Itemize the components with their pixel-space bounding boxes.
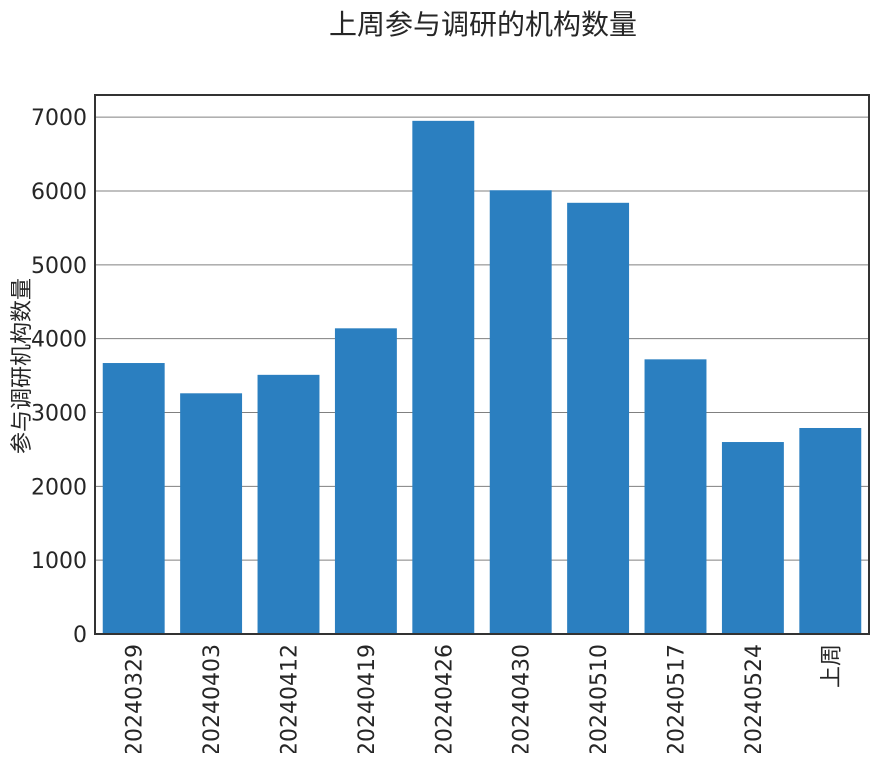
x-axis-ticks: 20240329 20240403 20240412 20240419 20240426… [123,644,845,756]
y-tick-label: 6000 [31,180,87,205]
y-tick-label: 7000 [31,106,87,131]
bar [334,328,397,634]
x-tick-label: 20240517 [665,644,690,753]
y-tick-label: 3000 [31,401,87,426]
plot-frame [94,94,870,635]
chart-title: 上周参与调研的机构数量 [329,8,637,41]
bar [412,120,475,634]
bar [567,202,630,635]
bars [102,120,862,635]
x-tick-label: 20240403 [200,644,225,753]
bar [644,359,707,634]
y-tick-label: 1000 [31,549,87,574]
bar [489,190,552,635]
y-axis-ticks: 0 1000 2000 3000 4000 5000 6000 7000 [31,106,87,648]
bar [721,442,784,634]
y-tick-label: 0 [73,623,87,648]
x-tick-label: 20240329 [123,644,148,753]
bar [799,427,862,634]
y-axis-label: 参与调研机构数量 [10,278,35,454]
y-tick-label: 2000 [31,475,87,500]
y-tick-label: 4000 [31,328,87,353]
x-tick-label: 20240419 [355,644,380,753]
x-tick-label: 20240412 [278,644,303,753]
x-tick-label: 上周 [819,644,844,688]
bar [102,363,165,634]
x-tick-label: 20240524 [742,644,767,753]
x-tick-label: 20240510 [587,644,612,753]
bar [180,393,243,634]
x-tick-label: 20240426 [432,644,457,753]
y-tick-label: 5000 [31,254,87,279]
bar [257,374,320,634]
x-tick-label: 20240430 [510,644,535,753]
